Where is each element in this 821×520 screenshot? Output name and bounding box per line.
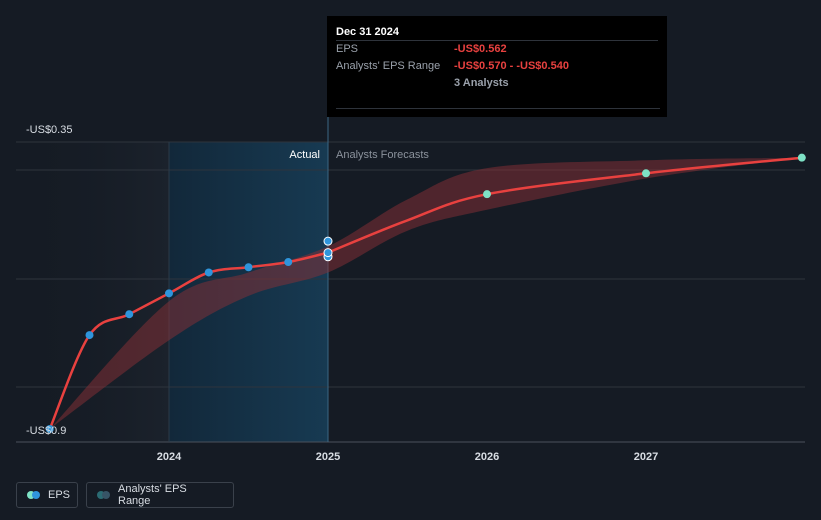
- tooltip-analysts: 3 Analysts: [454, 77, 509, 89]
- forecast-label: Analysts Forecasts: [336, 149, 429, 161]
- x-tick-label: 2024: [157, 451, 182, 463]
- legend-eps-button[interactable]: EPS: [16, 482, 78, 508]
- tooltip-range-label: Analysts' EPS Range: [336, 60, 441, 72]
- tooltip-date: Dec 31 2024: [336, 26, 399, 38]
- tooltip-range-value: -US$0.570 - -US$0.540: [454, 60, 569, 72]
- eps-forecast-line: [327, 156, 802, 254]
- eps-actual-point[interactable]: [85, 331, 94, 340]
- past-shade: [16, 142, 169, 442]
- eps-actual-point[interactable]: [284, 258, 293, 267]
- x-tick-label: 2026: [475, 451, 499, 463]
- actual-label: Actual: [289, 149, 320, 161]
- eps-forecast-point[interactable]: [642, 169, 650, 178]
- tooltip-eps-row: EPS -US$0.562: [336, 40, 658, 58]
- eps-forecast-point[interactable]: [483, 190, 491, 199]
- tooltip-range-row: Analysts' EPS Range -US$0.570 - -US$0.54…: [336, 58, 658, 75]
- tooltip-analysts-row: 3 Analysts: [336, 75, 658, 92]
- tooltip-eps-value: -US$0.562: [454, 43, 507, 55]
- y-top-label: -US$0.35: [26, 124, 72, 136]
- legend: EPS Analysts' EPS Range: [16, 482, 234, 508]
- eps-actual-point[interactable]: [204, 268, 213, 277]
- y-bottom-label: -US$0.9: [26, 425, 66, 437]
- eps-actual-point[interactable]: [244, 263, 253, 272]
- legend-range-button[interactable]: Analysts' EPS Range: [86, 482, 234, 508]
- legend-range-label: Analysts' EPS Range: [118, 483, 187, 507]
- tooltip-divider: [336, 108, 660, 109]
- eps-actual-point[interactable]: [323, 248, 333, 258]
- eps-legend-icon: [27, 491, 40, 499]
- x-tick-label: 2025: [316, 451, 340, 463]
- eps-actual-point[interactable]: [323, 236, 333, 246]
- eps-actual-point[interactable]: [125, 310, 134, 319]
- x-tick-label: 2027: [634, 451, 658, 463]
- range-legend-icon: [97, 491, 110, 499]
- eps-forecast-point[interactable]: [797, 153, 806, 162]
- legend-eps-label: EPS: [48, 489, 71, 501]
- eps-actual-point[interactable]: [165, 289, 173, 298]
- tooltip: Dec 31 2024 EPS -US$0.562 Analysts' EPS …: [327, 16, 667, 117]
- tooltip-eps-label: EPS: [336, 43, 359, 55]
- eps-actual-point[interactable]: [45, 425, 54, 433]
